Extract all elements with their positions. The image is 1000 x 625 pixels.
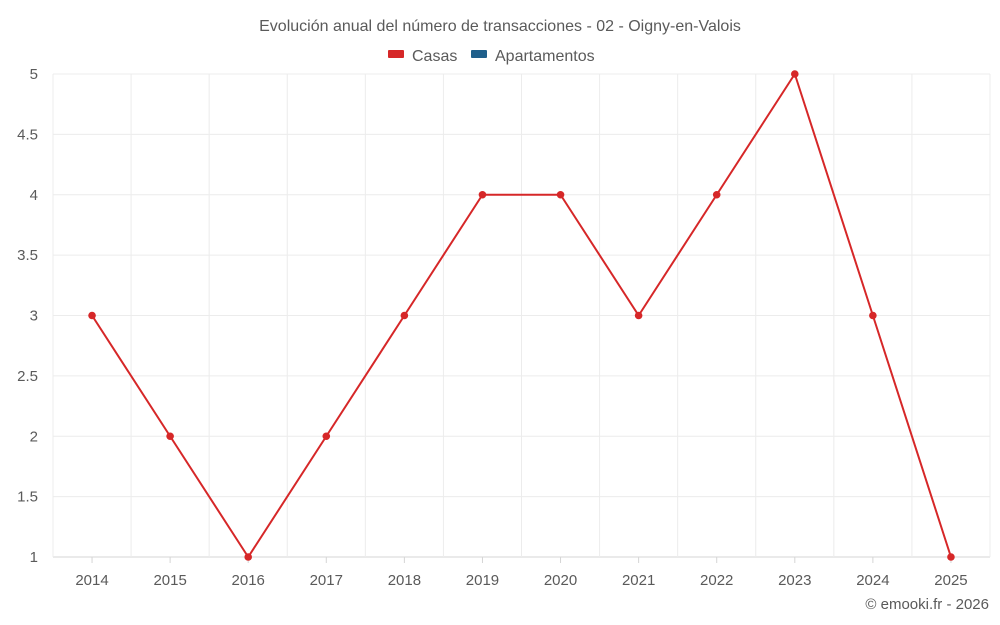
data-point[interactable] [88,311,96,320]
x-tick-label: 2025 [934,572,967,589]
data-point[interactable] [244,553,253,561]
x-tick-label: 2022 [700,572,733,589]
y-tick-label: 1 [30,549,38,566]
x-tick-label: 2015 [153,572,186,589]
legend-item-apartamentos[interactable]: Apartamentos [471,48,595,65]
y-tick-label: 5 [30,66,38,83]
legend-label-casas: Casas [412,48,457,65]
x-tick-label: 2018 [388,572,421,589]
y-tick-label: 4 [30,187,38,204]
x-tick-label: 2014 [75,572,108,589]
data-point[interactable] [322,432,331,441]
x-tick-label: 2020 [544,572,577,589]
data-point[interactable] [556,190,565,199]
data-point[interactable] [712,190,721,199]
y-tick-label: 1.5 [17,489,38,506]
x-tick-label: 2023 [778,572,811,589]
x-axis: 2014 2015 2016 2017 2018 2019 2020 2021 2022 2023… [75,557,968,589]
data-point[interactable] [790,70,799,78]
data-point[interactable] [478,190,487,199]
chart-title: Evolución anual del número de transaccio… [259,18,741,35]
legend: Casas Apartamentos [388,48,595,65]
data-point[interactable] [166,432,174,441]
legend-swatch-apartamentos [471,50,487,58]
grid [52,73,991,558]
y-tick-label: 4.5 [17,126,38,143]
data-point[interactable] [947,553,955,561]
series-casas [88,70,955,561]
credit-text: © emooki.fr - 2026 [865,596,989,613]
data-point[interactable] [869,311,877,320]
x-tick-label: 2021 [622,572,655,589]
x-tick-label: 2017 [310,572,343,589]
series-line-casas [91,73,952,558]
data-point[interactable] [634,311,643,320]
data-point[interactable] [400,311,409,320]
y-axis: 1 1.5 2 2.5 3 3.5 4 4.5 5 [17,66,38,566]
x-tick-label: 2019 [466,572,499,589]
y-tick-label: 2 [30,428,38,445]
y-tick-label: 3.5 [17,247,38,264]
y-tick-label: 2.5 [17,368,38,385]
y-tick-label: 3 [30,308,38,325]
x-tick-label: 2016 [232,572,265,589]
x-tick-label: 2024 [856,572,889,589]
legend-label-apartamentos: Apartamentos [495,48,595,65]
legend-swatch-casas [388,50,404,58]
legend-item-casas[interactable]: Casas [388,48,457,65]
